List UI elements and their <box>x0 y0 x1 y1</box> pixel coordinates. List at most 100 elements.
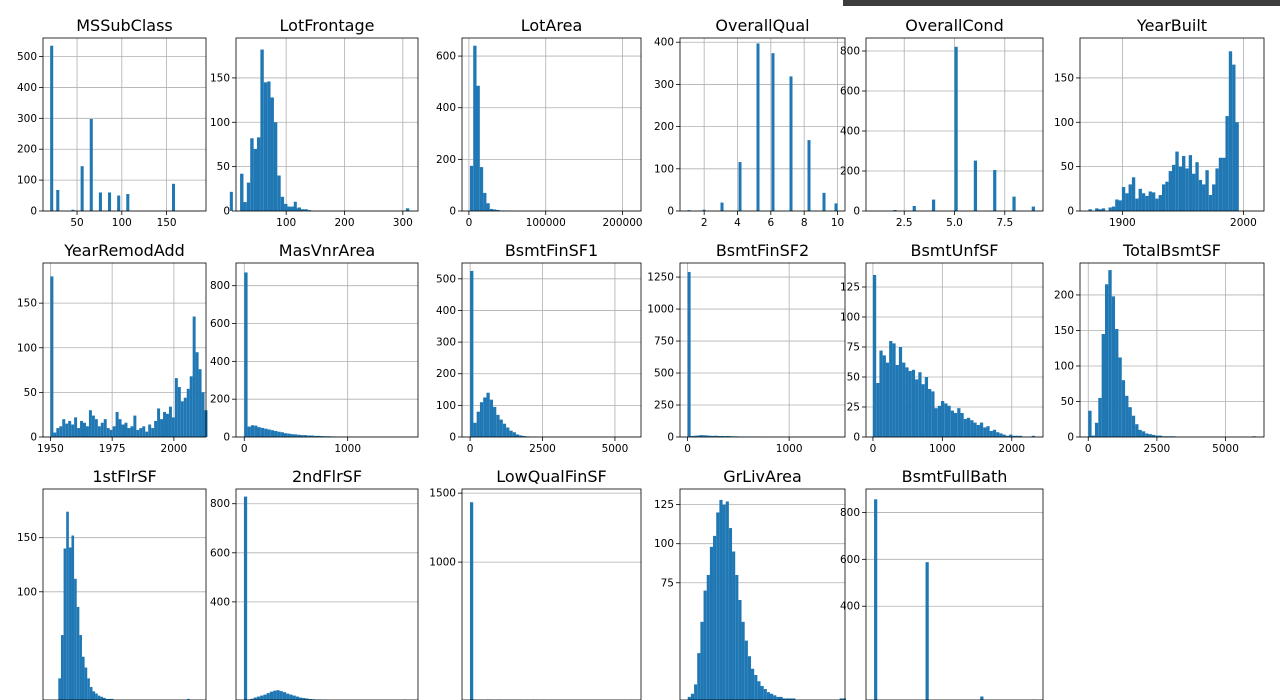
histogram-bar <box>990 431 993 437</box>
histogram-bar <box>108 192 111 211</box>
histogram-bar <box>284 433 287 437</box>
y-tick-label: 400 <box>210 356 230 368</box>
histogram-bar <box>716 512 719 700</box>
histogram-bar <box>89 410 92 437</box>
histogram-bar <box>1138 430 1141 437</box>
histogram-bar <box>95 419 98 437</box>
histogram-bar <box>1199 180 1202 211</box>
histogram-bar <box>697 653 700 700</box>
y-tick-label: 0 <box>30 432 37 444</box>
y-tick-label: 100 <box>17 342 37 354</box>
x-tick-label: 7.5 <box>996 217 1013 229</box>
histogram-bar <box>473 46 476 211</box>
histogram-bar <box>688 272 691 437</box>
y-tick-label: 600 <box>436 51 456 63</box>
histogram-bar <box>110 430 113 437</box>
y-tick-label: 800 <box>840 507 860 519</box>
histogram-bar <box>244 272 247 437</box>
histogram-bar <box>892 343 895 437</box>
histogram-bar <box>835 203 838 211</box>
y-tick-label: 0 <box>223 432 230 444</box>
histogram-bar <box>74 579 77 700</box>
histogram-bar <box>289 695 292 700</box>
histogram-bar <box>271 97 274 211</box>
chart-title: YearRemodAdd <box>63 241 185 260</box>
y-tick-label: 600 <box>210 318 230 330</box>
histogram-bar <box>1112 296 1115 437</box>
histogram-bar <box>938 406 941 437</box>
histogram-bar <box>1132 416 1135 437</box>
y-tick-label: 600 <box>840 554 860 566</box>
histogram-bar <box>790 76 793 211</box>
y-tick-label: 400 <box>210 596 230 608</box>
histogram-bar <box>254 426 257 437</box>
y-tick-label: 0 <box>223 206 230 218</box>
y-tick-label: 50 <box>1061 161 1074 173</box>
histogram-bar <box>257 137 260 211</box>
histogram-bar <box>980 423 983 437</box>
chart-title: 1stFlrSF <box>92 467 156 486</box>
histogram-bar <box>713 536 716 700</box>
y-tick-label: 800 <box>210 280 230 292</box>
y-tick-label: 100 <box>1054 360 1074 372</box>
histogram-bar <box>1122 380 1125 437</box>
y-tick-label: 25 <box>847 402 860 414</box>
histogram-bar <box>1118 357 1121 437</box>
histogram-bar <box>1139 189 1142 211</box>
y-tick-label: 0 <box>1067 206 1074 218</box>
histogram-bar <box>157 408 160 437</box>
histogram-bar <box>1229 51 1232 211</box>
histogram-bar <box>754 675 757 700</box>
x-tick-label: 5000 <box>602 443 629 455</box>
histogram-bar <box>230 192 233 211</box>
histogram-bar <box>267 693 270 700</box>
chart-title: MSSubClass <box>76 16 173 35</box>
histogram-bar <box>480 167 483 211</box>
histogram-bar <box>912 370 915 437</box>
x-tick-label: 0 <box>466 217 473 229</box>
histogram-bar <box>977 425 980 437</box>
histogram-bar <box>99 192 102 211</box>
histogram-bar <box>974 161 977 211</box>
y-tick-label: 600 <box>840 86 860 98</box>
histogram-bar <box>257 697 260 700</box>
histogram-bar <box>80 421 83 437</box>
y-tick-label: 150 <box>1054 325 1074 337</box>
histogram-bar <box>56 190 59 211</box>
y-tick-label: 400 <box>436 102 456 114</box>
histogram-bar <box>280 691 283 700</box>
histogram-bar <box>261 428 264 437</box>
histogram-bar <box>298 207 301 211</box>
histogram-bar <box>1212 184 1215 211</box>
histogram-bar <box>95 694 98 700</box>
histogram-bar <box>65 424 68 437</box>
histogram-bar <box>1162 184 1165 211</box>
histogram-bar <box>190 376 193 437</box>
histogram-bar <box>823 193 826 211</box>
y-tick-label: 50 <box>1061 396 1074 408</box>
histogram-bar <box>90 687 93 700</box>
x-tick-label: 2000 <box>161 443 188 455</box>
histogram-bar <box>1232 65 1235 211</box>
histogram-bar <box>274 122 277 211</box>
x-tick-label: 1900 <box>1109 217 1136 229</box>
x-tick-label: 2.5 <box>896 217 913 229</box>
histogram-bar <box>509 431 512 437</box>
y-tick-label: 125 <box>654 499 674 511</box>
histogram-bar <box>251 425 254 437</box>
histogram-bar <box>490 400 493 437</box>
chart-title: OverallCond <box>905 16 1003 35</box>
histogram-bar <box>954 413 957 437</box>
y-tick-label: 500 <box>17 51 37 63</box>
histogram-bar <box>244 497 247 700</box>
histogram-bar <box>967 418 970 437</box>
y-tick-label: 125 <box>840 282 860 294</box>
histogram-bar <box>119 419 122 437</box>
x-tick-label: 1950 <box>37 443 64 455</box>
histogram-bar <box>772 53 775 211</box>
histogram-bar <box>1142 193 1145 211</box>
histogram-bar <box>284 204 287 211</box>
histogram-bar <box>263 695 266 700</box>
